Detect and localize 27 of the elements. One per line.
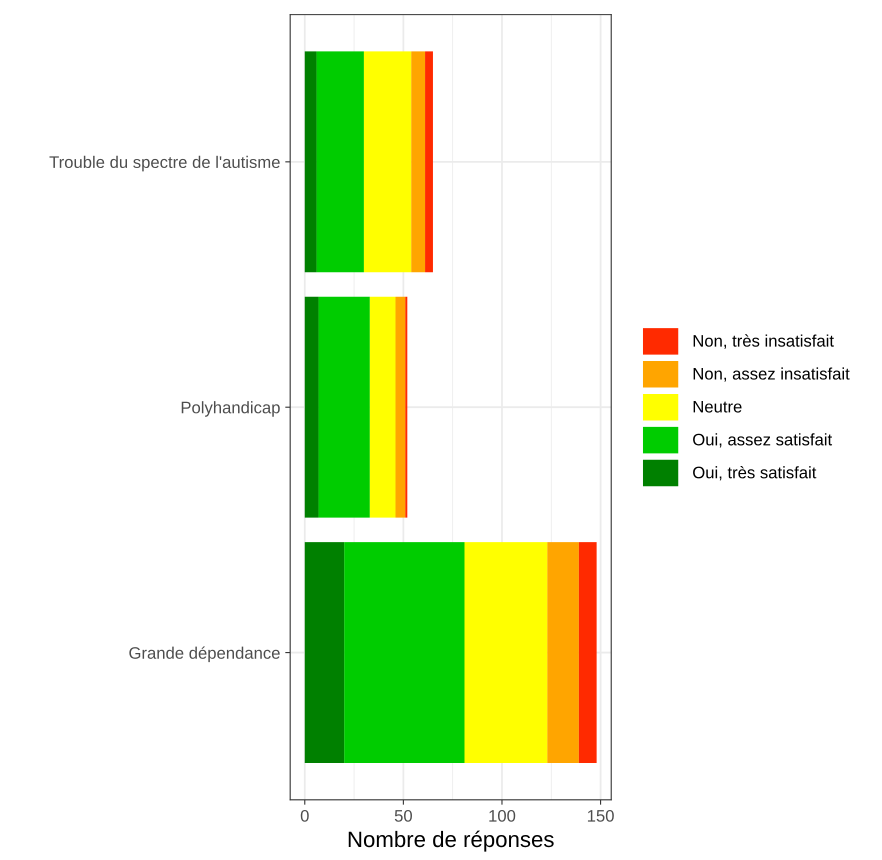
bar — [364, 51, 412, 272]
x-tick-label: 100 — [489, 810, 516, 822]
legend-label: Neutre — [694, 400, 742, 413]
bar — [304, 51, 317, 272]
legend-label: Oui, très satisfait — [693, 466, 816, 480]
bar — [425, 51, 433, 272]
bar — [578, 542, 597, 763]
bar — [316, 51, 364, 272]
bar — [304, 296, 319, 518]
bar — [304, 542, 344, 763]
x-axis-title: Nombre de réponses — [348, 830, 554, 852]
legend-label: Non, très insatisfait — [694, 334, 834, 349]
bar — [370, 296, 396, 518]
y-tick-label: Trouble du spectre de l'autisme — [49, 156, 280, 172]
bar — [547, 542, 579, 763]
bar — [344, 542, 465, 763]
x-tick-label: 0 — [300, 810, 309, 822]
bar — [395, 296, 406, 518]
legend-label: Oui, assez satisfait — [693, 433, 832, 448]
y-tick-label: Polyhandicap — [182, 401, 280, 417]
legend-label: Non, assez insatisfait — [694, 367, 850, 382]
bar — [464, 542, 548, 763]
y-tick-label: Grande dépendance — [129, 646, 280, 662]
bar — [318, 296, 370, 518]
bar — [411, 51, 426, 272]
x-tick-label: 150 — [588, 810, 614, 822]
x-tick-label: 50 — [394, 810, 412, 822]
